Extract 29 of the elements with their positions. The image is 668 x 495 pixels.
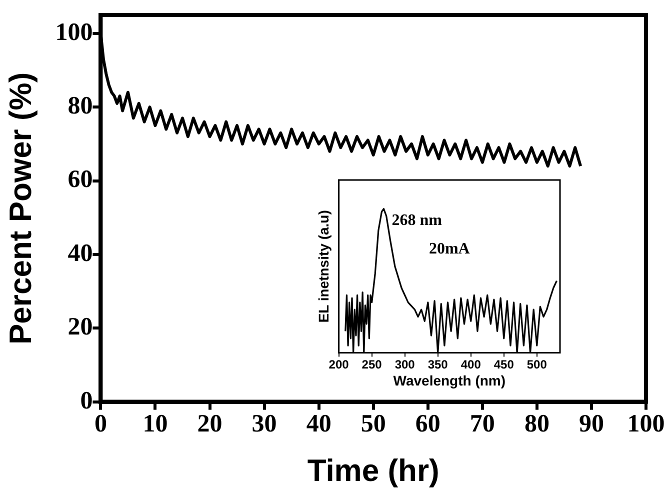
y-tick-label: 80 [68, 92, 93, 120]
x-tick-label: 400 [460, 357, 482, 372]
x-tick-label: 80 [524, 410, 550, 438]
x-tick-label: 100 [627, 410, 665, 438]
x-axis-title: Time (hr) [307, 452, 440, 488]
x-tick-label: 250 [362, 357, 382, 372]
x-tick-label: 40 [306, 410, 332, 438]
x-tick-label: 10 [142, 410, 168, 438]
x-tick-label: 450 [494, 357, 514, 372]
x-tick-label: 60 [415, 410, 440, 438]
x-tick-label: 350 [428, 357, 448, 372]
y-axis-title: EL inetnsity (a.u) [315, 210, 332, 323]
x-tick-label: 50 [360, 410, 386, 438]
x-tick-label: 300 [394, 357, 416, 372]
x-axis-title: Wavelength (nm) [393, 372, 506, 388]
y-tick-label: 100 [55, 18, 93, 46]
annotation: 20mA [428, 240, 470, 258]
x-tick-label: 200 [328, 357, 350, 372]
x-tick-label: 20 [197, 410, 222, 438]
annotation: 268 nm [392, 212, 443, 229]
x-tick-label: 90 [578, 410, 604, 438]
x-tick-label: 500 [526, 357, 548, 372]
x-tick-label: 30 [252, 410, 277, 438]
y-tick-label: 20 [68, 314, 93, 341]
x-tick-label: 70 [470, 410, 495, 438]
y-tick-label: 40 [68, 240, 93, 267]
y-axis-title: Percent Power (%) [3, 72, 38, 344]
y-tick-label: 60 [68, 166, 93, 194]
y-tick-label: 0 [80, 387, 93, 414]
